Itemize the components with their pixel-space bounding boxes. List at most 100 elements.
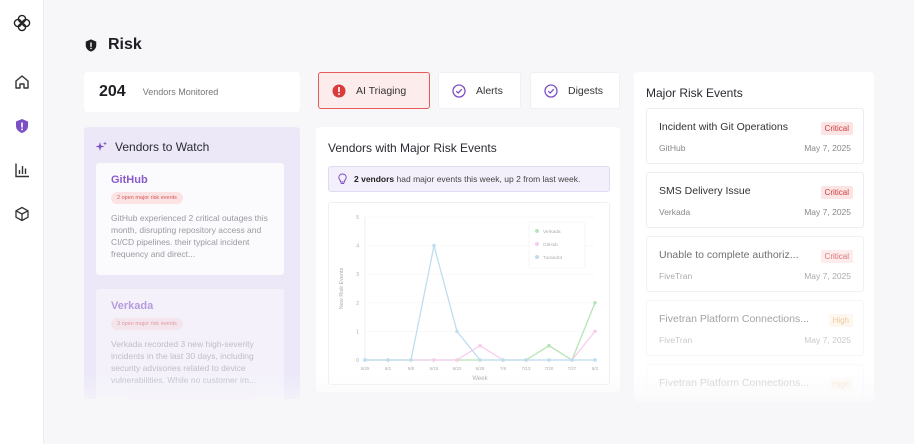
- risk-event-card[interactable]: Fivetran Platform Connections... High: [646, 364, 864, 402]
- compliance-status-title: Compliance Status: [796, 426, 868, 436]
- lightbulb-icon: [338, 173, 347, 184]
- x-tick-label: 7/20: [545, 366, 554, 371]
- data-point: [455, 329, 459, 334]
- risk-event-title: Fivetran Platform Connections...: [659, 377, 809, 389]
- tab-label: AI Triaging: [356, 84, 407, 97]
- category-of-triaging-title: Category of Triaging: [684, 426, 761, 436]
- vendors-monitored-card: 204 Vendors Monitored: [84, 72, 300, 112]
- chart-note-text: had major events this week, up 2 from la…: [396, 174, 581, 184]
- sparkle-icon: [95, 141, 107, 151]
- data-point: [501, 358, 505, 362]
- line-chart: 0 1 2 3 4 5 5/25 6/1 6/8 6/15 6/22 6/29 7/6 7/13 7/20 7…: [328, 202, 610, 385]
- chart-note-highlight: 2 vendors: [354, 174, 395, 184]
- data-point: [547, 343, 551, 348]
- severity-badge: High: [828, 314, 853, 327]
- severity-badge: Critical: [820, 122, 853, 135]
- chart-insight-note: 2 vendors had major events this week, up…: [328, 166, 610, 192]
- y-tick-label: 0: [356, 358, 359, 364]
- vendors-count: 204: [99, 83, 126, 100]
- data-point: [593, 358, 597, 362]
- vendor-name: GitHub: [111, 174, 148, 186]
- page-title-text: Risk: [108, 36, 142, 53]
- legend-box: [528, 221, 586, 269]
- all-risk-events-title: All Risk Events: [84, 426, 151, 437]
- major-risk-events-title: Major Risk Events: [646, 86, 743, 100]
- data-point: [547, 358, 551, 362]
- check-circle-icon: [544, 83, 558, 98]
- risk-event-date: May 7, 2025: [804, 143, 851, 153]
- tab-ai-triaging[interactable]: AI Triaging: [318, 72, 430, 109]
- data-point: [363, 358, 367, 362]
- vendor-description: GitHub experienced 2 critical outages th…: [111, 213, 268, 259]
- data-point: [409, 358, 413, 362]
- cube-icon[interactable]: [12, 204, 32, 224]
- tab-alerts[interactable]: Alerts: [438, 72, 521, 109]
- main-content: Risk 204 Vendors Monitored AI Triaging A…: [44, 0, 914, 444]
- x-tick-label: 6/22: [453, 366, 462, 371]
- risk-event-card[interactable]: Fivetran Platform Connections... High Five…: [646, 300, 864, 356]
- risk-event-card[interactable]: Incident with Git Operations Critical GitH…: [646, 108, 864, 164]
- data-point: [570, 358, 574, 362]
- vendors-count-label: Vendors Monitored: [142, 87, 219, 97]
- risk-event-date: May 7, 2025: [804, 271, 851, 281]
- data-point: [524, 358, 528, 362]
- x-tick-label: 7/27: [568, 366, 577, 371]
- data-point: [386, 358, 390, 362]
- x-tick-label: 5/25: [361, 366, 370, 371]
- vendor-card[interactable]: GitHub 2 open major risk events GitHub e…: [96, 163, 284, 275]
- logo-icon[interactable]: [12, 13, 32, 33]
- page-title: Risk: [84, 36, 142, 54]
- x-tick-label: 8/3: [592, 366, 599, 371]
- risk-event-title: Incident with Git Operations: [659, 121, 788, 133]
- x-tick-label: 7/6: [500, 366, 507, 371]
- tab-label: Digests: [568, 84, 604, 97]
- vendors-to-watch-header: Vendors to Watch: [95, 140, 209, 154]
- y-tick-label: 1: [356, 329, 359, 335]
- risk-event-card[interactable]: Unable to complete authoriz... Critical Fi…: [646, 236, 864, 292]
- shield-icon[interactable]: [12, 116, 32, 136]
- vendors-to-watch-title: Vendors to Watch: [115, 140, 210, 154]
- risk-event-title: Fivetran Platform Connections...: [659, 313, 809, 325]
- home-icon[interactable]: [12, 72, 32, 92]
- legend-swatch: [535, 229, 539, 233]
- data-point: [455, 358, 459, 362]
- severity-badge: High: [828, 378, 853, 391]
- risk-event-title: Unable to complete authoriz...: [659, 249, 799, 261]
- tab-digests[interactable]: Digests: [530, 72, 620, 109]
- vendor-risk-badge: 2 open major risk events: [111, 192, 183, 204]
- tab-label: Alerts: [476, 84, 503, 97]
- data-point: [478, 343, 482, 348]
- risk-event-vendor: FiveTran: [659, 335, 693, 345]
- x-tick-label: 6/1: [385, 366, 392, 371]
- alert-circle-icon: [332, 84, 346, 97]
- check-circle-icon: [452, 83, 466, 98]
- y-axis-title: New Risk Events: [339, 267, 345, 309]
- risk-event-vendor: Verkada: [659, 207, 691, 217]
- y-tick-label: 3: [356, 272, 359, 278]
- y-tick-label: 2: [356, 301, 359, 307]
- data-point: [478, 358, 482, 362]
- risk-event-title: SMS Delivery Issue: [659, 185, 751, 197]
- risk-event-vendor: FiveTran: [659, 271, 693, 281]
- data-point: [593, 329, 597, 334]
- x-tick-label: 7/13: [522, 366, 531, 371]
- data-point: [432, 358, 436, 362]
- risk-event-vendor: GitHub: [659, 143, 686, 153]
- vendor-card[interactable]: Verkada 3 open major risk events Verkada…: [96, 289, 284, 399]
- chart-card-title: Vendors with Major Risk Events: [328, 141, 497, 155]
- data-point: [432, 243, 436, 248]
- x-tick-label: 6/29: [476, 366, 485, 371]
- major-risk-events-panel: Major Risk Events Incident with Git Oper…: [634, 72, 874, 402]
- x-axis-title: Week: [472, 376, 488, 382]
- legend-label: Turandot: [543, 255, 563, 261]
- x-tick-label: 6/15: [430, 366, 439, 371]
- bottom-section-headers: All Risk Events Category of Triaging Com…: [84, 424, 914, 442]
- legend-swatch: [535, 255, 539, 259]
- y-tick-label: 5: [356, 215, 359, 221]
- bar-chart-icon[interactable]: [12, 160, 32, 180]
- risk-event-date: May 7, 2025: [804, 207, 851, 217]
- risk-event-card[interactable]: SMS Delivery Issue Critical Verkada May 7, …: [646, 172, 864, 228]
- vendor-risk-badge: 3 open major risk events: [111, 318, 183, 330]
- vendor-description: Verkada recorded 3 new high-severity inc…: [111, 339, 257, 385]
- line-chart-svg: 0 1 2 3 4 5 5/25 6/1 6/8 6/15 6/22 6/29 7/6 7/13 7/20 7…: [339, 215, 599, 382]
